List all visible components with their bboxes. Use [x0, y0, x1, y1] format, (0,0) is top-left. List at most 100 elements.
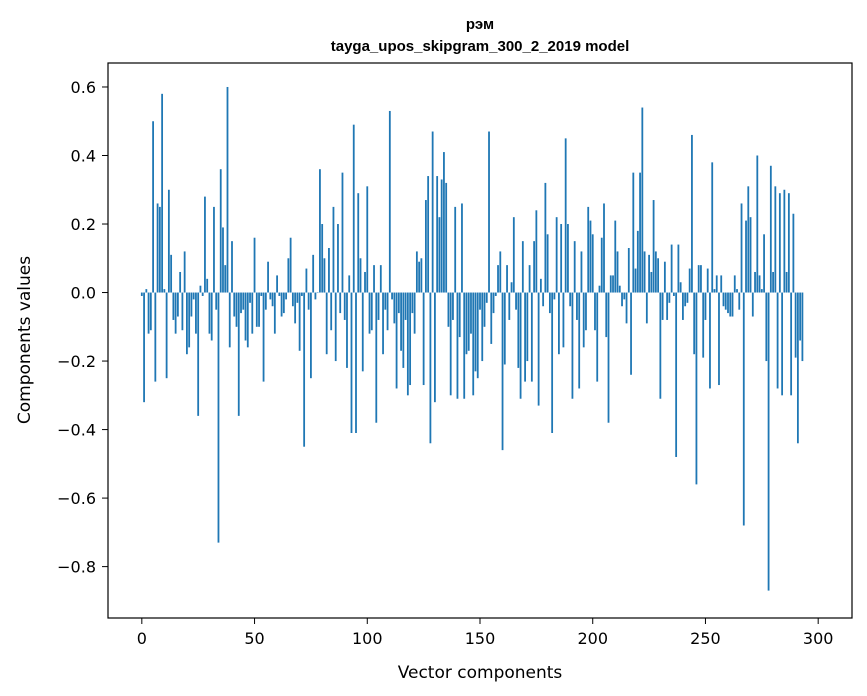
bar — [609, 275, 612, 293]
bar — [643, 251, 646, 293]
y-tick-label: 0.6 — [71, 78, 96, 97]
bar — [558, 292, 560, 355]
x-tick-label: 200 — [577, 629, 608, 648]
bar — [267, 261, 269, 293]
bar — [573, 241, 576, 293]
bar — [158, 206, 161, 293]
bar — [321, 224, 324, 293]
bar — [176, 292, 179, 317]
bar — [312, 254, 315, 293]
bar — [314, 292, 317, 300]
y-axis-label: Components values — [15, 256, 35, 424]
bar — [564, 138, 567, 293]
bar — [796, 292, 799, 444]
bar — [497, 265, 499, 293]
bar — [501, 292, 504, 451]
x-tick-label: 0 — [137, 629, 147, 648]
bar — [346, 292, 348, 368]
bar — [659, 292, 662, 399]
bar — [632, 172, 635, 293]
bar — [596, 292, 599, 382]
bar — [382, 292, 384, 355]
bar — [388, 110, 391, 293]
bar — [393, 292, 396, 324]
bar — [657, 258, 660, 293]
bar — [163, 289, 166, 293]
bar — [332, 206, 335, 293]
bar — [434, 292, 436, 403]
bar — [600, 237, 603, 293]
x-tick-label: 100 — [352, 629, 383, 648]
bar — [310, 292, 312, 379]
bar — [548, 292, 551, 314]
bar — [790, 292, 793, 396]
bar — [201, 292, 204, 296]
bar — [614, 220, 617, 293]
bar — [718, 292, 720, 386]
y-tick-label: −0.6 — [57, 489, 96, 508]
bar — [181, 292, 184, 331]
bar — [668, 292, 671, 303]
bar — [296, 292, 299, 303]
bar — [258, 292, 260, 327]
bar — [237, 292, 240, 416]
bar — [269, 292, 272, 300]
bar — [330, 292, 333, 331]
bar — [727, 292, 729, 314]
x-tick-label: 250 — [690, 629, 721, 648]
bar — [406, 292, 409, 396]
bar — [364, 271, 366, 293]
bar — [253, 237, 256, 293]
bar — [787, 193, 790, 293]
bar — [264, 292, 267, 310]
bar — [443, 152, 445, 293]
bar — [763, 234, 765, 293]
bar — [731, 292, 734, 317]
bar — [751, 292, 754, 317]
y-axis: 0.6 0.4 0.2 0.0 −0.2 −0.4 −0.6 −0.8 — [57, 78, 108, 577]
bar — [208, 292, 211, 334]
bar — [215, 292, 218, 310]
bar — [384, 292, 387, 310]
bar — [490, 292, 493, 344]
bar — [219, 169, 222, 293]
bar — [675, 292, 678, 457]
bar — [754, 271, 756, 293]
bar — [282, 292, 285, 314]
bar — [467, 292, 470, 351]
bar — [526, 292, 529, 362]
bar — [300, 292, 303, 296]
bar — [713, 289, 716, 293]
bar — [679, 282, 682, 293]
bar — [594, 292, 596, 331]
bar — [195, 292, 197, 334]
bar — [715, 275, 718, 293]
bar — [316, 292, 319, 294]
bar — [429, 292, 432, 444]
bar — [359, 258, 362, 293]
bar — [361, 292, 364, 372]
bar — [670, 244, 673, 293]
bar — [427, 176, 430, 293]
bar — [607, 292, 610, 423]
bar — [535, 210, 538, 293]
bar — [587, 206, 590, 293]
bar — [140, 292, 143, 296]
bar — [192, 292, 195, 300]
bar — [765, 292, 768, 362]
bar — [693, 292, 696, 355]
bar — [652, 200, 655, 293]
bar — [537, 292, 540, 406]
bar — [404, 292, 407, 320]
x-axis: 0 50 100 150 200 250 300 — [137, 618, 833, 648]
bar — [246, 292, 249, 348]
bar — [242, 292, 245, 310]
bar — [415, 251, 418, 293]
bar — [366, 186, 369, 293]
bar — [348, 275, 351, 293]
bar — [704, 292, 707, 320]
bar — [661, 292, 664, 320]
bar — [224, 265, 227, 293]
bar — [772, 271, 774, 293]
